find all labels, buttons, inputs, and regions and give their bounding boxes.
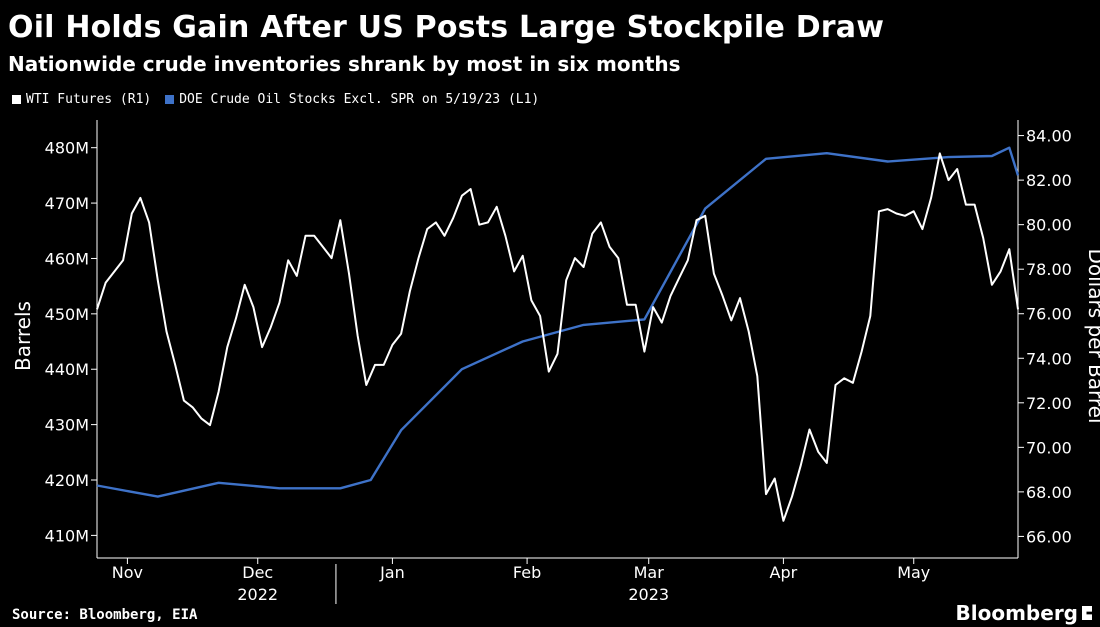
left-tick-label: 480M	[45, 139, 89, 158]
right-tick-label: 66.00	[1026, 527, 1072, 546]
legend-item-wti: WTI Futures (R1)	[12, 92, 151, 107]
left-tick-label: 410M	[45, 526, 89, 545]
bloomberg-mark-icon	[1082, 606, 1092, 620]
x-tick-label: May	[897, 563, 930, 582]
brand-logo: Bloomberg	[956, 601, 1092, 625]
left-axis-title: Barrels	[11, 301, 35, 371]
x-tick-label: Dec	[242, 563, 273, 582]
source-note: Source: Bloomberg, EIA	[12, 607, 198, 623]
right-tick-label: 80.00	[1026, 216, 1072, 235]
right-tick-label: 72.00	[1026, 394, 1072, 413]
brand-wordmark: Bloomberg	[955, 601, 1078, 625]
right-axis-title: Dollars per Barrel	[1084, 248, 1100, 423]
legend-label-wti: WTI Futures (R1)	[26, 92, 152, 107]
left-tick-label: 450M	[45, 305, 89, 324]
x-tick-label: Feb	[513, 563, 541, 582]
x-tick-label: Apr	[770, 563, 798, 582]
legend-item-stocks: DOE Crude Oil Stocks Excl. SPR on 5/19/2…	[165, 92, 539, 107]
chart-title: Oil Holds Gain After US Posts Large Stoc…	[8, 10, 885, 45]
left-tick-label: 460M	[45, 249, 89, 268]
left-tick-label: 440M	[45, 360, 89, 379]
series-line-doe-stocks	[96, 146, 1020, 498]
right-tick-label: 82.00	[1026, 171, 1072, 190]
right-tick-label: 84.00	[1026, 127, 1072, 146]
left-tick-label: 470M	[45, 194, 89, 213]
right-tick-label: 78.00	[1026, 260, 1072, 279]
legend-swatch-wti	[12, 95, 21, 104]
x-tick-label: Mar	[634, 563, 665, 582]
left-tick-label: 420M	[45, 471, 89, 490]
left-tick-label: 430M	[45, 416, 89, 435]
right-tick-label: 68.00	[1026, 483, 1072, 502]
x-tick-label: Nov	[112, 563, 143, 582]
right-tick-label: 76.00	[1026, 305, 1072, 324]
x-year-label: 2023	[628, 585, 669, 604]
chart-subtitle: Nationwide crude inventories shrank by m…	[8, 52, 681, 76]
legend-label-stocks: DOE Crude Oil Stocks Excl. SPR on 5/19/2…	[179, 92, 540, 107]
x-year-label: 2022	[237, 585, 278, 604]
right-tick-label: 70.00	[1026, 438, 1072, 457]
chart-legend: WTI Futures (R1) DOE Crude Oil Stocks Ex…	[12, 92, 539, 107]
x-tick-label: Jan	[379, 563, 405, 582]
right-tick-label: 74.00	[1026, 349, 1072, 368]
legend-swatch-stocks	[165, 95, 175, 104]
series-line-wti	[96, 152, 1019, 522]
